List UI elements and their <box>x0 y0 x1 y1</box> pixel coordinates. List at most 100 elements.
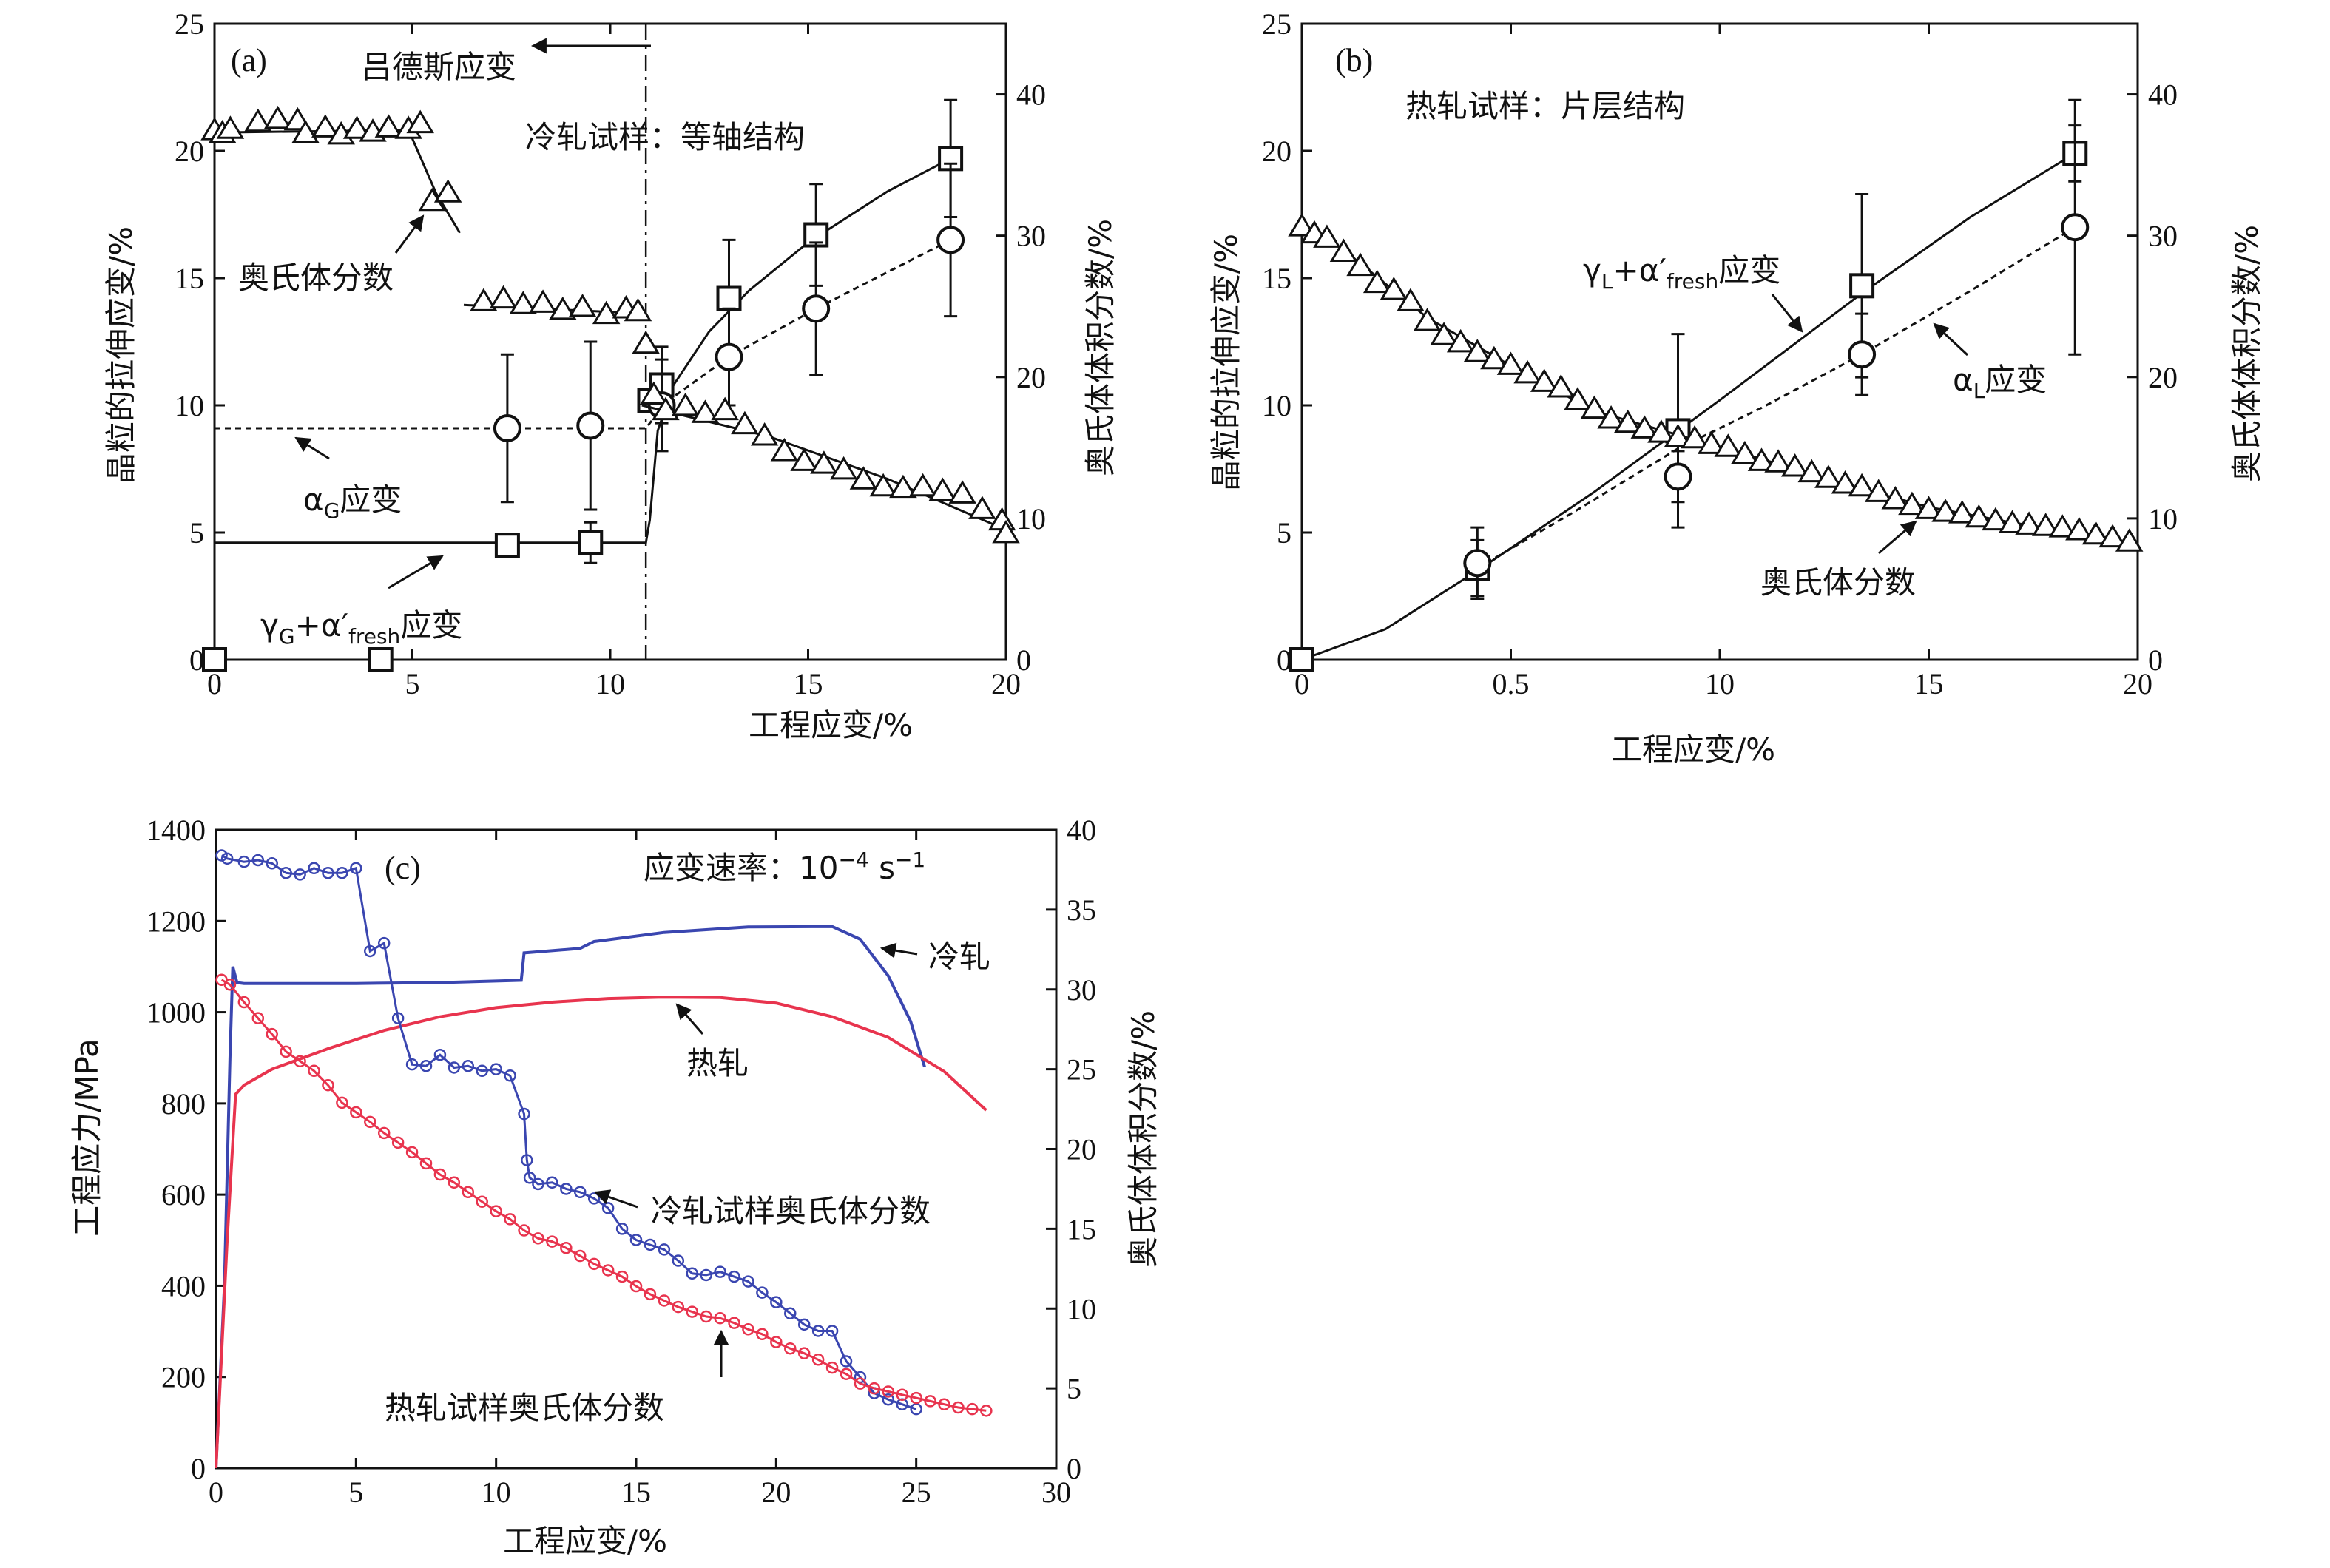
x-tick-label: 0 <box>207 667 222 700</box>
austenite-point <box>1814 464 1843 488</box>
austenite-point <box>750 422 779 446</box>
hot_fraction-line <box>220 979 987 1412</box>
austenite-point <box>2048 514 2077 538</box>
y2-tick-label: 40 <box>2148 78 2178 112</box>
austenite-point <box>1380 277 1408 300</box>
cold_fraction-point <box>560 1183 573 1195</box>
cold_fraction-point <box>615 1223 629 1235</box>
cold_fraction-point <box>462 1060 475 1072</box>
cold_fraction-point <box>391 1012 405 1024</box>
austenite-point <box>1664 423 1692 447</box>
austenite-point <box>1430 322 1458 345</box>
austenite-point <box>1898 491 1926 516</box>
cold_fraction-point <box>405 1058 419 1071</box>
x-tick-label: 30 <box>1041 1476 1071 1509</box>
y-tick-label: 1000 <box>146 996 206 1030</box>
austenite-point <box>1681 425 1709 449</box>
hot_fraction-point <box>601 1264 615 1277</box>
austenite-point <box>1613 409 1642 433</box>
cold_fraction-point <box>377 936 391 950</box>
austenite-point <box>987 507 1016 531</box>
austenite-point <box>406 109 434 134</box>
x-tick-label: 10 <box>1705 667 1735 700</box>
gamma_fresh-curve <box>215 157 951 544</box>
austenite-point <box>470 288 498 311</box>
hot_fraction-point <box>308 1064 320 1078</box>
y-tick-label: 800 <box>161 1087 206 1121</box>
hot_fraction-point <box>714 1311 726 1325</box>
hot_fraction-point <box>882 1385 895 1398</box>
hot_fraction-point <box>797 1347 811 1359</box>
y-tick-label: 25 <box>175 7 204 41</box>
austenite-point <box>968 496 996 519</box>
cold_fraction-point <box>220 852 234 865</box>
austenite-point <box>1547 374 1576 398</box>
austenite-point <box>1747 447 1776 471</box>
cold_fraction-point <box>742 1275 754 1288</box>
austenite-point <box>1496 351 1525 375</box>
panel-b-title: 热轧试样：片层结构 <box>1405 88 1685 124</box>
austenite-point <box>291 120 320 143</box>
austenite-point <box>216 115 245 139</box>
x-tick-label: 0.5 <box>1493 667 1530 700</box>
hot_fraction-point <box>728 1317 740 1329</box>
y-tick-label: 0 <box>1277 643 1291 677</box>
gamma_fresh-point <box>202 647 227 672</box>
austenite-point <box>849 466 878 490</box>
cold_fraction-point <box>728 1270 740 1283</box>
austenite-point <box>2015 511 2043 535</box>
panel-b-xlabel: 工程应变/% <box>1611 731 1775 768</box>
hot_fraction-point <box>825 1361 839 1374</box>
panel-c-marks <box>215 849 993 1469</box>
y2-tick-label: 10 <box>1067 1292 1096 1325</box>
hot_fraction-point <box>504 1213 516 1226</box>
austenite-point <box>1513 359 1541 384</box>
y-tick-label: 5 <box>1277 516 1291 550</box>
alpha_l-curve <box>1476 226 2076 570</box>
austenite-point <box>1914 496 1943 519</box>
cold_fraction-point <box>532 1177 544 1191</box>
austenite-point <box>374 114 403 138</box>
y2-tick-label: 10 <box>2148 502 2178 535</box>
cold_fraction-point <box>364 944 376 958</box>
austenite-point <box>509 291 538 314</box>
x-tick-label: 0 <box>1294 667 1309 700</box>
austenite-point <box>1848 473 1876 497</box>
panel-b-label: (b) <box>1335 42 1373 78</box>
cold_fraction-point <box>523 1172 536 1184</box>
austenite-point <box>624 297 652 322</box>
panel-a-gamma-g-arrow <box>388 555 444 589</box>
panel-c: 0 5 10 15 20 25 300200400600800100012001400051… <box>69 814 1161 1559</box>
austenite-point <box>640 381 668 405</box>
y-tick-label: 15 <box>175 262 204 295</box>
cold_fraction-point <box>504 1069 516 1082</box>
y2-tick-label: 40 <box>1016 78 1046 112</box>
austenite-point <box>691 399 720 423</box>
cold_fraction-point <box>322 867 334 879</box>
cold_fraction-point <box>797 1318 811 1331</box>
panel-c-xlabel: 工程应变/% <box>503 1523 667 1559</box>
austenite-point <box>1780 453 1809 477</box>
panel-c-hot-arrow <box>675 1003 704 1035</box>
austenite-point <box>1397 288 1425 311</box>
cold_fraction-point <box>237 855 251 868</box>
austenite-point <box>1463 339 1492 362</box>
x-tick-label: 5 <box>405 667 420 700</box>
austenite-point <box>2115 528 2144 552</box>
austenite-point <box>489 285 518 309</box>
y-tick-label: 1200 <box>146 905 206 938</box>
hot_fraction-point <box>896 1388 908 1402</box>
gamma_fresh-curve <box>1301 152 2076 661</box>
panel-b-alpha-l-arrow <box>1933 322 1969 356</box>
cold_fraction-point <box>294 868 306 881</box>
cold_fraction-point <box>672 1254 685 1267</box>
austenite-point <box>908 473 937 497</box>
alpha_l-point <box>2061 213 2090 242</box>
austenite-point <box>1288 213 1316 237</box>
panel-a-austenite-annotation: 奥氏体分数 <box>238 260 394 296</box>
gamma_fresh-point <box>1289 647 1314 672</box>
x-tick-label: 5 <box>348 1476 363 1509</box>
cold_fraction-point <box>308 862 320 875</box>
